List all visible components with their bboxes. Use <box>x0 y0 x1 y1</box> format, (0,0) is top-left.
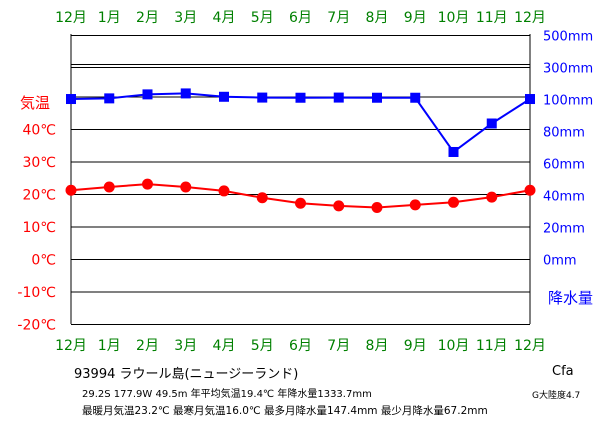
temperature-tick-label-2: 20℃ <box>22 188 56 204</box>
bottom-month-label-10: 10月 <box>438 338 470 354</box>
bottom-month-labels: 12月 1月 2月 3月 4月 5月 6月 7月 8月 9月 10月 11月 12月 <box>55 338 546 354</box>
temperature-point-3 <box>180 181 192 193</box>
bottom-month-label-12: 12月 <box>514 338 546 354</box>
precipitation-point-11 <box>486 118 497 129</box>
koppen-climate-code: Cfa <box>552 364 574 379</box>
precipitation-point-12 <box>525 94 535 105</box>
bottom-month-label-2: 2月 <box>136 338 159 354</box>
station-name: 93994 ラウール島(ニュージーランド) <box>74 367 299 382</box>
temperature-series <box>65 178 536 213</box>
temperature-tick-label-3: 10℃ <box>22 220 56 236</box>
bottom-month-label-5: 5月 <box>251 338 274 354</box>
precipitation-point-1 <box>104 93 115 104</box>
precipitation-series <box>66 88 535 157</box>
precipitation-tick-label-1: 300mm <box>543 62 593 77</box>
temperature-axis-ticks: 40℃ 30℃ 20℃ 10℃ 0℃ -10℃ -20℃ <box>17 123 56 334</box>
temperature-point-2 <box>142 178 153 190</box>
temperature-point-0 <box>65 184 77 196</box>
top-month-label-8: 8月 <box>366 10 389 26</box>
precipitation-tick-label-7: 0mm <box>543 254 577 269</box>
temperature-point-1 <box>103 181 115 193</box>
continentality-index: G大陸度4.7 <box>532 391 581 401</box>
precipitation-point-5 <box>257 92 268 103</box>
precipitation-point-10 <box>448 146 459 157</box>
temperature-tick-label-6: -20℃ <box>17 318 56 334</box>
precipitation-point-0 <box>66 94 76 105</box>
top-month-label-0: 12月 <box>55 10 87 26</box>
bottom-month-label-6: 6月 <box>289 338 312 354</box>
top-month-labels: 12月 1月 2月 3月 4月 5月 6月 7月 8月 9月 10月 11月 12月 <box>55 10 546 26</box>
precipitation-point-8 <box>372 92 382 103</box>
top-month-label-7: 7月 <box>327 10 350 26</box>
station-stats-primary: 29.2S 177.9W 49.5m 年平均気温19.4℃ 年降水量1333.7… <box>82 389 372 400</box>
temperature-point-6 <box>295 197 306 209</box>
bottom-month-label-1: 1月 <box>98 338 121 354</box>
temperature-tick-label-5: -10℃ <box>17 285 56 301</box>
station-stats-secondary: 最暖月気温23.2℃ 最寒月気温16.0℃ 最多月降水量147.4mm 最少月降… <box>82 405 488 417</box>
temperature-point-4 <box>218 185 230 197</box>
precipitation-axis-title: 降水量 <box>548 289 593 307</box>
precipitation-tick-label-6: 20mm <box>543 222 585 237</box>
temperature-point-7 <box>333 200 345 212</box>
bottom-month-label-11: 11月 <box>476 338 508 354</box>
bottom-month-label-7: 7月 <box>327 338 350 354</box>
bottom-month-label-8: 8月 <box>366 338 389 354</box>
top-month-label-5: 5月 <box>251 10 274 26</box>
temperature-tick-label-4: 0℃ <box>31 253 56 269</box>
bottom-month-label-3: 3月 <box>174 338 197 354</box>
temperature-point-11 <box>486 191 498 203</box>
precipitation-point-4 <box>219 91 229 102</box>
top-month-label-10: 10月 <box>438 10 470 26</box>
top-month-label-12: 12月 <box>514 10 546 26</box>
top-month-label-2: 2月 <box>136 10 159 26</box>
temperature-point-12 <box>524 184 536 196</box>
temperature-point-10 <box>448 196 459 208</box>
top-month-label-9: 9月 <box>404 10 427 26</box>
top-month-label-4: 4月 <box>213 10 236 26</box>
chart-grid <box>70 34 531 325</box>
precipitation-tick-label-4: 60mm <box>543 158 585 173</box>
top-month-label-6: 6月 <box>289 10 312 26</box>
precipitation-tick-label-3: 80mm <box>543 126 585 141</box>
top-month-label-11: 11月 <box>476 10 508 26</box>
precipitation-tick-label-5: 40mm <box>543 190 585 205</box>
temperature-point-8 <box>371 202 383 213</box>
precipitation-point-7 <box>333 92 344 103</box>
bottom-month-label-0: 12月 <box>55 338 87 354</box>
precipitation-axis-ticks: 500mm 300mm 100mm 80mm 60mm 40mm 20mm 0mm <box>543 30 593 269</box>
precipitation-tick-label-0: 500mm <box>543 30 593 45</box>
temperature-point-5 <box>256 192 268 204</box>
bottom-month-label-4: 4月 <box>213 338 236 354</box>
top-month-label-1: 1月 <box>98 10 121 26</box>
precipitation-point-3 <box>180 88 191 99</box>
precipitation-tick-label-2: 100mm <box>543 94 593 109</box>
temperature-point-9 <box>409 199 421 211</box>
bottom-month-label-9: 9月 <box>404 338 427 354</box>
temperature-axis-title: 気温 <box>20 94 50 112</box>
precipitation-point-2 <box>142 89 153 100</box>
temperature-tick-label-1: 30℃ <box>22 155 56 171</box>
temperature-tick-label-0: 40℃ <box>22 123 56 139</box>
precipitation-point-9 <box>410 92 421 103</box>
precipitation-point-6 <box>295 92 306 103</box>
top-month-label-3: 3月 <box>174 10 197 26</box>
